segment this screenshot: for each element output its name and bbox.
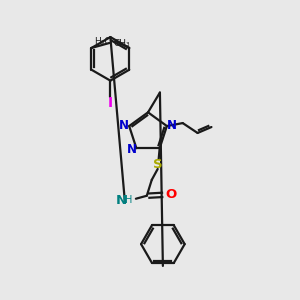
Text: H₃C: H₃C [94,37,110,46]
Text: CH₃: CH₃ [113,38,130,47]
Text: N: N [116,194,127,207]
Text: H: H [125,195,133,205]
Text: N: N [126,143,136,156]
Text: S: S [153,158,163,170]
Text: I: I [108,96,113,110]
Text: N: N [119,118,129,132]
Text: O: O [165,188,176,201]
Text: N: N [167,118,177,132]
